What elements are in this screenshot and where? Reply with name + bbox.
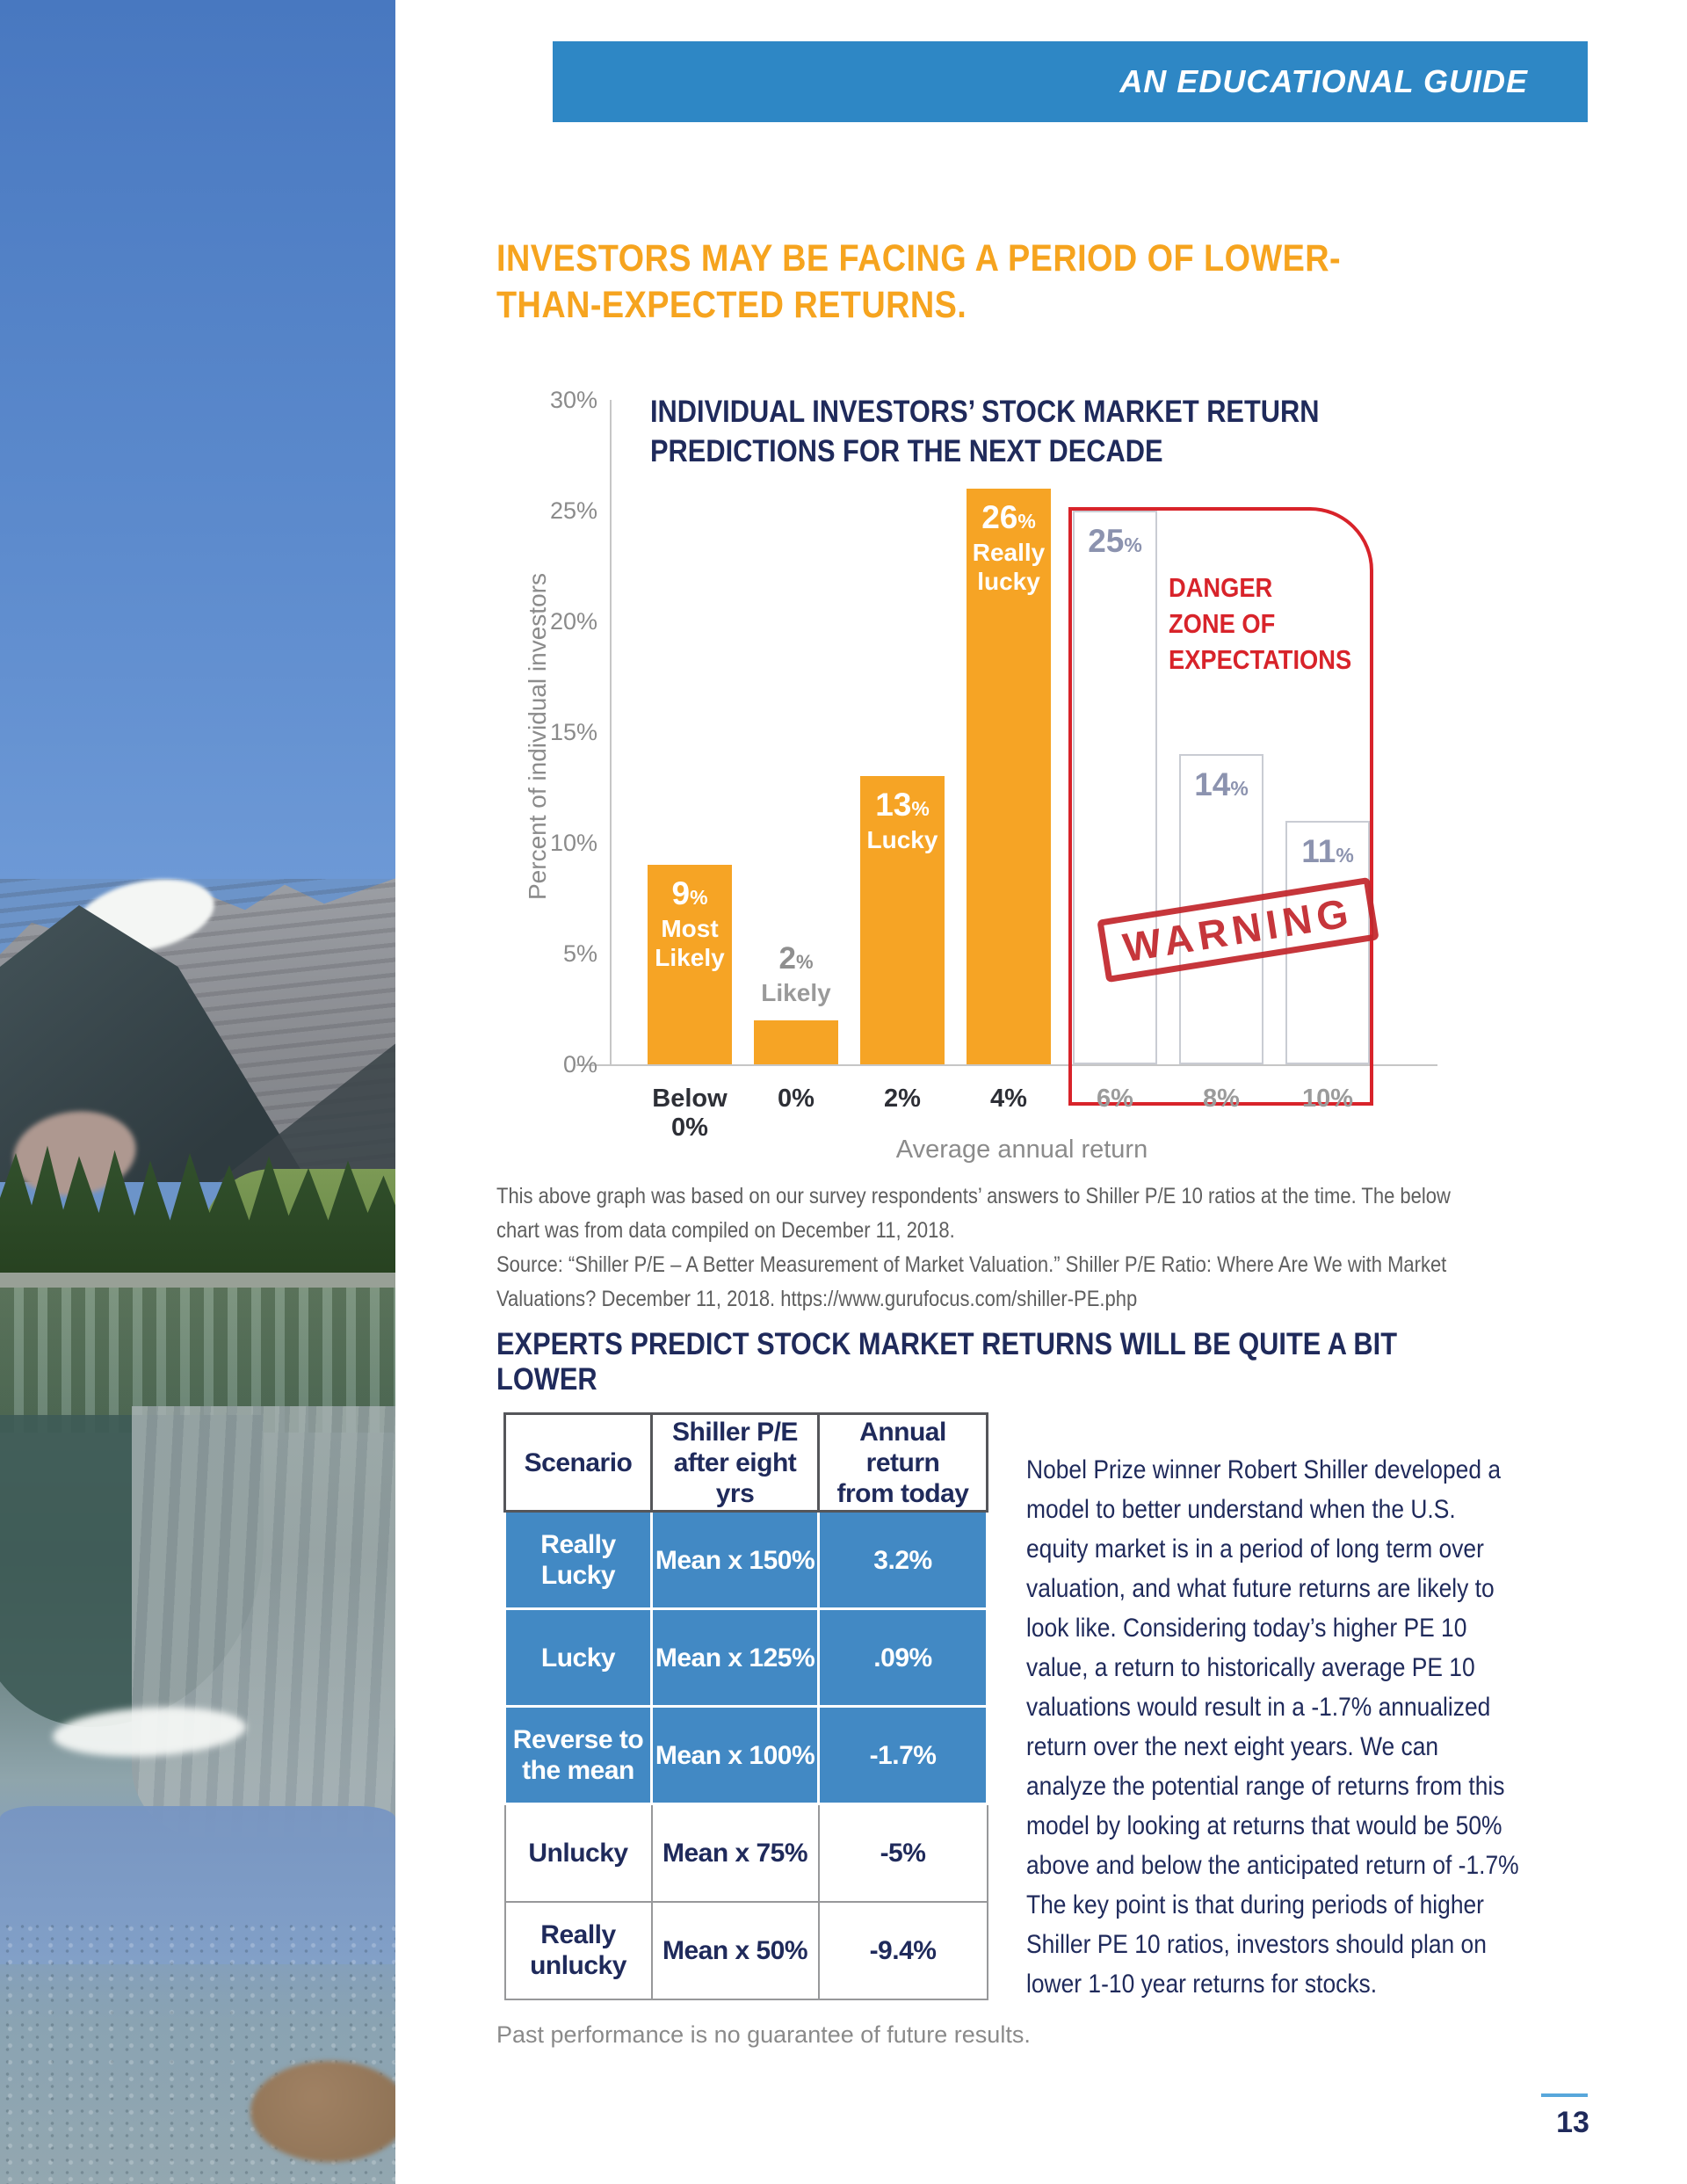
bar-caption: Likely [761,978,831,1006]
percent-sign: % [1336,843,1354,867]
table-cell-annual_return: .09% [817,1607,988,1708]
danger-zone-title: DANGER ZONE OF EXPECTATIONS [1169,572,1352,675]
table-header-cell: Shiller P/E after eight yrs [650,1412,820,1513]
table-cell-scenario: Really Lucky [503,1510,653,1610]
percent-sign: % [1017,509,1036,533]
landscape-photo [0,0,395,2184]
footnote: Past performance is no guarantee of futu… [496,2021,1031,2048]
chart-bar-2: 13% Lucky [860,776,945,1064]
page-number: 13 [1556,2106,1589,2139]
bar-value: 13 [875,787,912,824]
y-axis-tick-label: 0% [562,1051,597,1077]
photo-sky-reflection [0,1806,395,1964]
table-row: Really Lucky Mean x 150% 3.2% [503,1510,988,1610]
body-paragraph: Nobel Prize winner Robert Shiller develo… [1026,1455,1519,1999]
bar-caption: Lucky [866,826,938,854]
chart-bar-Below0: 9% Most Likely [648,865,732,1064]
bar-value: 9 [671,875,691,912]
table-header-cell: Annual return from today [817,1412,988,1513]
table-row: Really unlucky Mean x 50% -9.4% [503,1900,988,2000]
table-cell-annual_return: -1.7% [817,1705,988,1805]
table-cell-shiller: Mean x 150% [650,1510,820,1610]
table-header-row: Scenario Shiller P/E after eight yrs Annua… [503,1412,988,1513]
table-cell-scenario: Lucky [503,1607,653,1708]
source-note: This above graph was based on our survey… [496,1179,1455,1317]
bar-label-above: 2% Likely [730,941,862,1007]
y-axis-tick-label: 5% [562,940,597,967]
bar-value: 11 [1301,832,1336,869]
percent-sign: % [1124,533,1142,556]
table-cell-scenario: Unlucky [503,1803,653,1903]
x-axis-tick-label: 6% [1097,1085,1133,1113]
header-banner: AN EDUCATIONAL GUIDE [553,41,1588,122]
bar-value: 2 [778,940,796,976]
percent-sign: % [690,886,708,910]
chart-y-axis-line [610,400,612,1065]
table-cell-shiller: Mean x 75% [650,1803,820,1903]
percent-sign: % [795,950,814,973]
table-cell-annual_return: 3.2% [817,1510,988,1610]
table-cell-annual_return: -9.4% [817,1900,988,2000]
x-axis-tick-label: 8% [1203,1085,1240,1113]
table-header-cell: Scenario [503,1412,653,1513]
chart-bar-0 [754,1019,838,1064]
y-axis-tick-label: 25% [549,497,597,524]
bar-value: 14 [1194,766,1231,803]
source-note-line1: This above graph was based on our survey… [496,1184,1451,1243]
x-axis-tick-label: 0% [778,1085,815,1113]
percent-sign: % [1230,777,1249,801]
y-axis-tick-label: 20% [549,608,597,635]
x-axis-tick-label: 4% [990,1085,1027,1113]
chart-bar-8: 14% [1179,754,1263,1064]
y-axis-tick-label: 15% [549,719,597,745]
bar-label: 13% Lucky [860,787,945,854]
chart-x-axis-line [576,1064,1437,1066]
header-banner-label: AN EDUCATIONAL GUIDE [1119,63,1528,99]
table-row: Reverse to the mean Mean x 100% -1.7% [503,1705,988,1805]
danger-zone-box [1068,507,1373,1106]
y-axis-tick-label: 10% [549,830,597,856]
chart-bar-6: 25% [1073,511,1157,1064]
table-cell-scenario: Reverse to the mean [503,1705,653,1805]
x-axis-tick-label: Below 0% [652,1085,728,1142]
chart-x-axis-title: Average annual return [895,1136,1148,1164]
y-axis-tick-label: 30% [549,387,597,413]
page-headline: INVESTORS MAY BE FACING A PERIOD OF LOWE… [496,237,1342,326]
source-note-line2: Source: “Shiller P/E – A Better Measurem… [496,1252,1447,1311]
bar-value: 26 [981,498,1018,535]
table-row: Unlucky Mean x 75% -5% [503,1803,988,1903]
bar-label: 25% [1075,523,1155,560]
table-cell-scenario: Really unlucky [503,1900,653,2000]
photo-cliff-reflection [132,1406,395,1837]
chart-bar-10: 11% [1285,820,1370,1064]
x-axis-tick-label: 10% [1301,1085,1354,1113]
scenario-table: Scenario Shiller P/E after eight yrs Annua… [503,1412,988,2000]
bar-label: 9% Most Likely [648,875,732,972]
table-cell-annual_return: -5% [817,1803,988,1903]
x-axis-tick-label: 2% [884,1085,921,1113]
percent-sign: % [911,797,930,821]
table-row: Lucky Mean x 125% .09% [503,1607,988,1708]
photo-sky [0,0,395,879]
chart-bar-4: 26% Really lucky [967,488,1051,1064]
bar-caption: Most Likely [655,915,725,972]
page-number-rule [1541,2093,1588,2097]
bar-label: 11% [1287,833,1368,870]
table-cell-shiller: Mean x 50% [650,1900,820,2000]
table-cell-shiller: Mean x 100% [650,1705,820,1805]
table-cell-shiller: Mean x 125% [650,1607,820,1708]
bar-label: 26% Really lucky [967,499,1051,596]
bar-label: 14% [1181,766,1262,803]
photo-underwater-rock [250,2061,395,2162]
bar-value: 25 [1088,523,1125,559]
section-heading: EXPERTS PREDICT STOCK MARKET RETURNS WIL… [496,1327,1398,1397]
bar-caption: Really lucky [972,538,1046,595]
chart-title: INDIVIDUAL INVESTORS’ STOCK MARKET RETUR… [650,395,1320,468]
